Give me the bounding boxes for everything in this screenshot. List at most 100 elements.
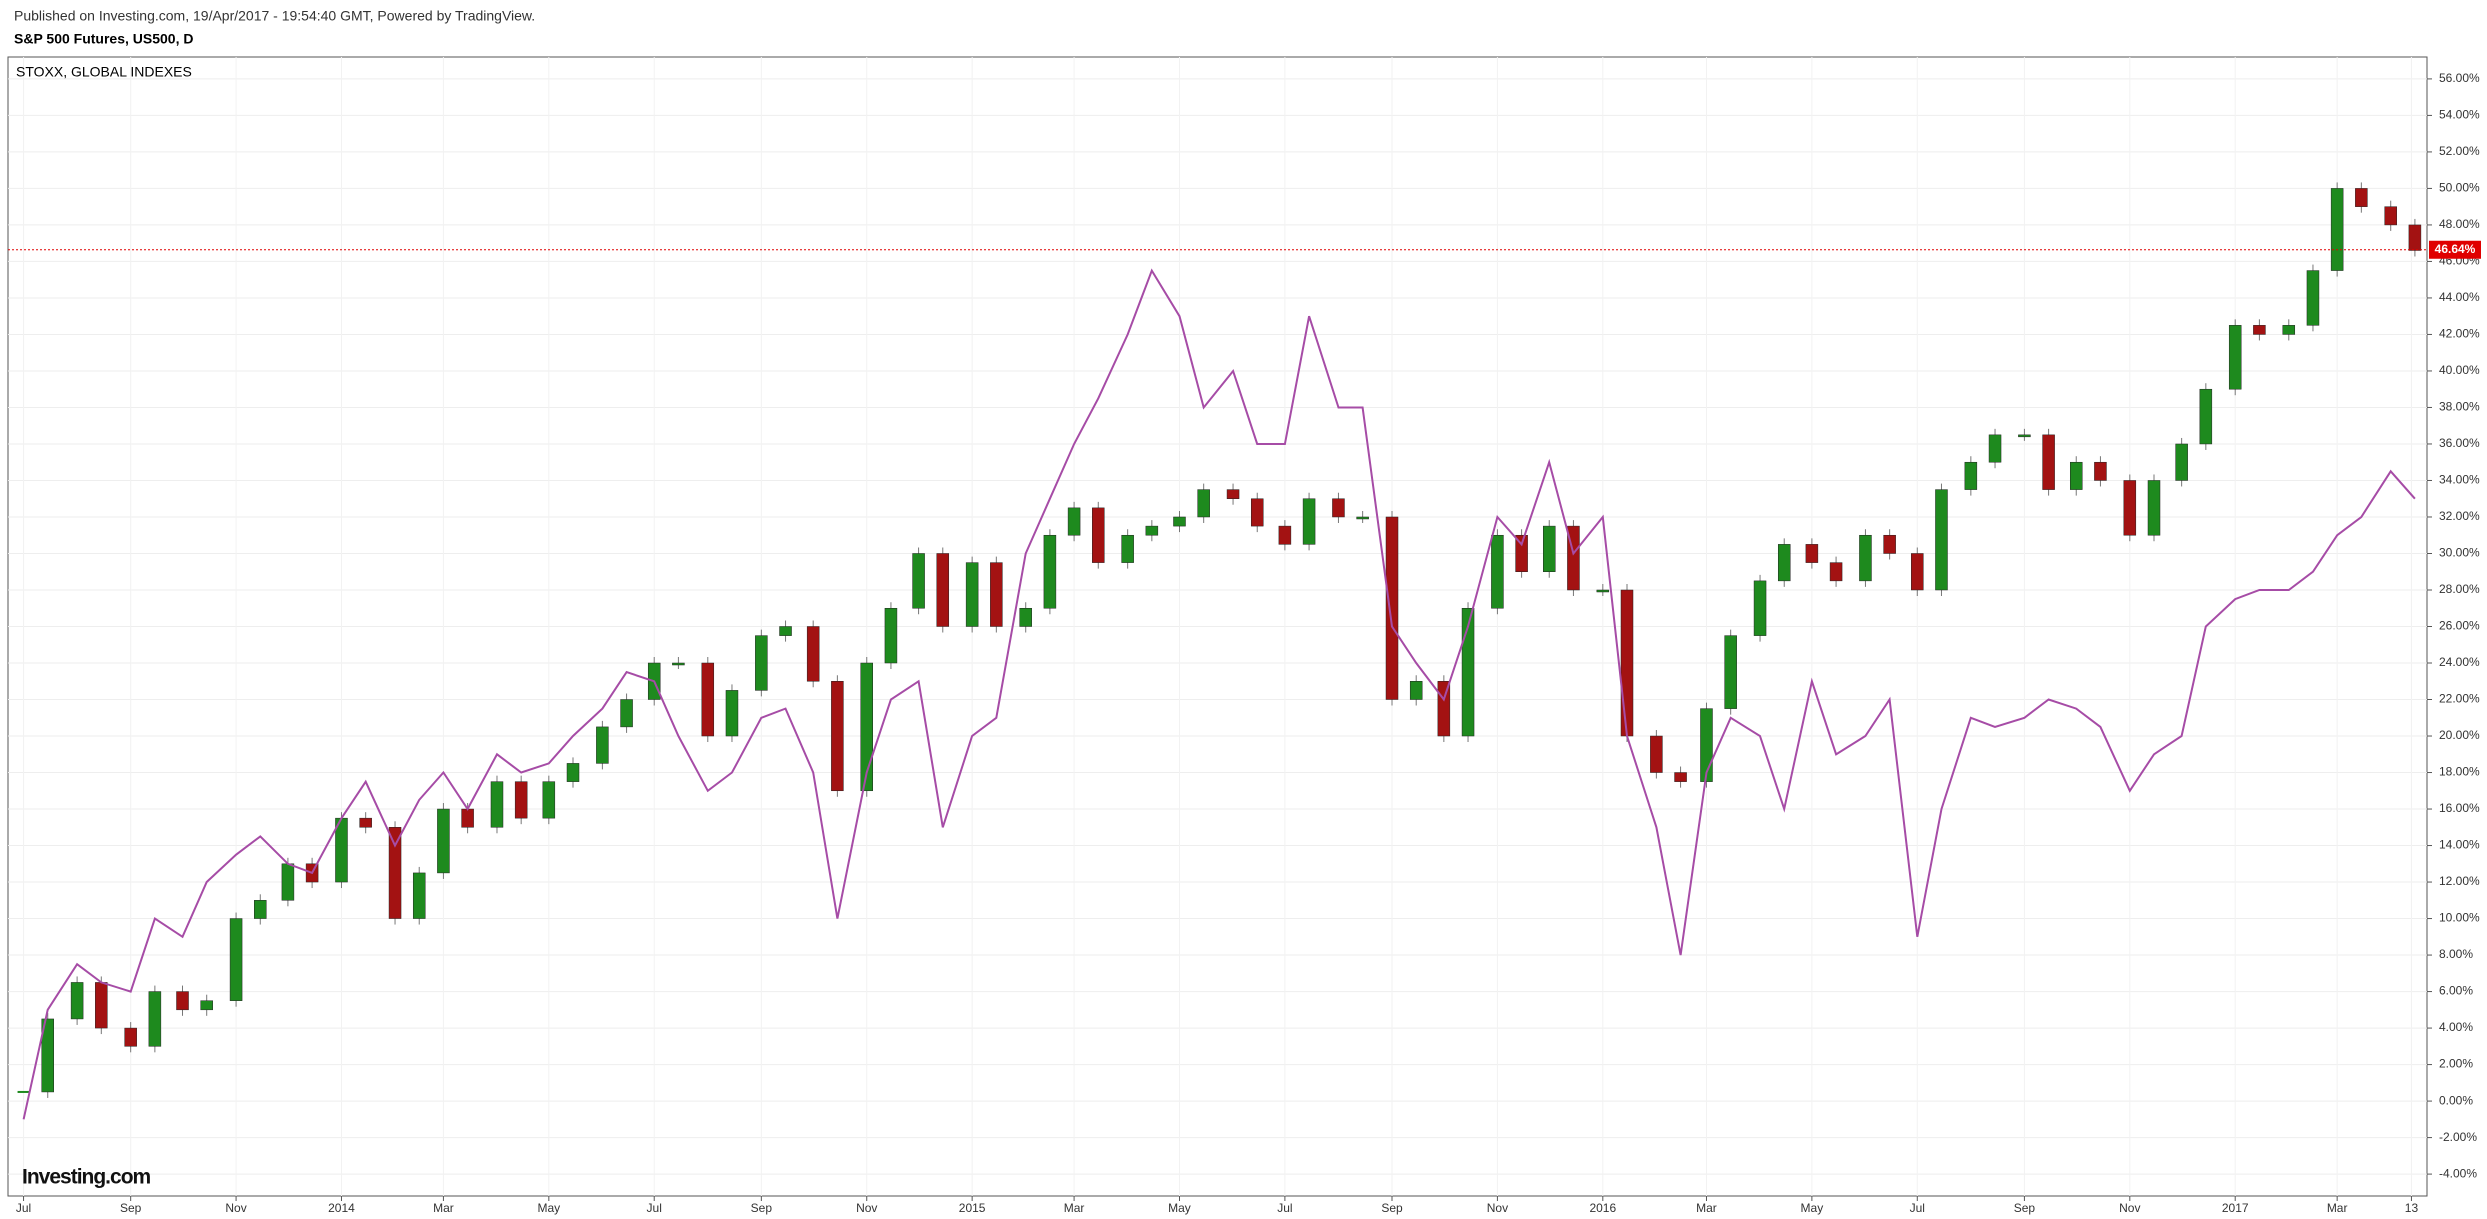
- x-tick-label: Mar: [433, 1201, 454, 1215]
- candle: [1092, 507, 1105, 563]
- candle: [542, 781, 556, 819]
- candle: [1250, 498, 1264, 527]
- candle: [1935, 489, 1948, 591]
- current-price-label: 46.64%: [2435, 242, 2476, 256]
- y-tick-label: 2.00%: [2439, 1057, 2473, 1071]
- candle: [1515, 534, 1528, 572]
- candle: [1859, 534, 1872, 582]
- y-tick-label: 22.00%: [2439, 692, 2480, 706]
- candle: [1019, 607, 1032, 627]
- candle: [388, 827, 402, 919]
- candle: [124, 1027, 137, 1047]
- y-tick-label: 10.00%: [2439, 911, 2480, 925]
- candle: [884, 607, 898, 664]
- candle: [2018, 434, 2031, 438]
- candle: [1620, 589, 1634, 737]
- candle: [359, 817, 372, 828]
- candle: [1777, 544, 1791, 582]
- candle: [806, 626, 820, 682]
- y-tick-label: 16.00%: [2439, 801, 2480, 815]
- x-tick-label: Mar: [2327, 1201, 2348, 1215]
- x-tick-label: 2017: [2222, 1201, 2249, 1215]
- candle: [95, 982, 108, 1029]
- candle: [461, 808, 474, 828]
- candle: [1596, 589, 1610, 593]
- candle: [1121, 534, 1134, 563]
- candle: [1674, 772, 1687, 782]
- y-tick-label: 6.00%: [2439, 984, 2473, 998]
- x-tick-label: May: [537, 1201, 560, 1215]
- x-tick-label: Sep: [1381, 1201, 1403, 1215]
- candle: [70, 982, 84, 1020]
- candle: [1805, 544, 1819, 563]
- candle: [725, 690, 739, 737]
- candle: [566, 763, 580, 782]
- candle: [912, 553, 925, 609]
- candle: [1753, 580, 1767, 636]
- candle: [200, 1000, 213, 1011]
- x-tick-label: Jul: [647, 1201, 662, 1215]
- x-tick-label: Jul: [1277, 1201, 1292, 1215]
- candle: [176, 991, 189, 1011]
- candle: [2306, 270, 2320, 326]
- candle: [229, 918, 243, 1001]
- candle: [620, 699, 633, 728]
- y-tick-label: 44.00%: [2439, 290, 2480, 304]
- x-tick-label: 13: [2405, 1201, 2419, 1215]
- current-price-badge: [2429, 240, 2481, 259]
- candle: [1829, 562, 1843, 582]
- y-tick-label: 24.00%: [2439, 655, 2480, 669]
- legend: STOXX, GLOBAL INDEXES: [16, 64, 192, 80]
- marks: 46.64%: [8, 182, 2481, 1120]
- candle: [1964, 461, 1978, 490]
- candle: [1067, 507, 1081, 536]
- x-tick-label: Sep: [2014, 1201, 2036, 1215]
- candle: [2069, 461, 2083, 490]
- x-tick-label: 2016: [1589, 1201, 1616, 1215]
- candle: [1302, 498, 1316, 545]
- candle: [412, 872, 426, 919]
- candle: [701, 662, 715, 737]
- x-tick-label: Mar: [1064, 1201, 1085, 1215]
- candle: [148, 991, 162, 1047]
- x-tick-label: May: [1801, 1201, 1824, 1215]
- candle: [2147, 480, 2161, 536]
- y-tick-label: 14.00%: [2439, 838, 2480, 852]
- candle: [1988, 434, 2002, 463]
- candle: [1197, 489, 1210, 518]
- y-tick-label: -4.00%: [2439, 1166, 2477, 1180]
- y-tick-label: 34.00%: [2439, 473, 2480, 487]
- candle: [1278, 525, 1292, 545]
- candle: [1356, 516, 1369, 520]
- candle: [17, 1090, 30, 1093]
- y-tick-label: 30.00%: [2439, 546, 2480, 560]
- candle: [1226, 489, 1240, 499]
- candle: [2199, 388, 2213, 445]
- logo: Investing.com: [22, 1166, 151, 1189]
- candle: [990, 562, 1003, 627]
- y-tick-label: 52.00%: [2439, 144, 2480, 158]
- candle: [2330, 188, 2344, 271]
- candle: [41, 1018, 54, 1093]
- x-tick-label: Sep: [751, 1201, 773, 1215]
- candle: [2253, 325, 2266, 335]
- candle: [1650, 735, 1663, 773]
- candle: [437, 808, 450, 874]
- y-tick-label: 32.00%: [2439, 509, 2480, 523]
- candle: [2355, 188, 2368, 207]
- candle: [1385, 516, 1399, 700]
- candle: [281, 863, 295, 901]
- candle: [2282, 325, 2296, 335]
- candle: [965, 562, 979, 627]
- x-tick-label: Nov: [225, 1201, 246, 1215]
- symbol-title: S&P 500 Futures, US500, D: [14, 31, 193, 47]
- x-tick-label: Nov: [856, 1201, 877, 1215]
- candle: [2228, 325, 2242, 390]
- y-tick-label: 28.00%: [2439, 582, 2480, 596]
- candle: [1409, 681, 1423, 700]
- candle: [1542, 525, 1556, 572]
- y-tick-label: 12.00%: [2439, 874, 2480, 888]
- y-tick-label: 56.00%: [2439, 71, 2480, 85]
- stoxx-line: [22, 268, 2416, 1120]
